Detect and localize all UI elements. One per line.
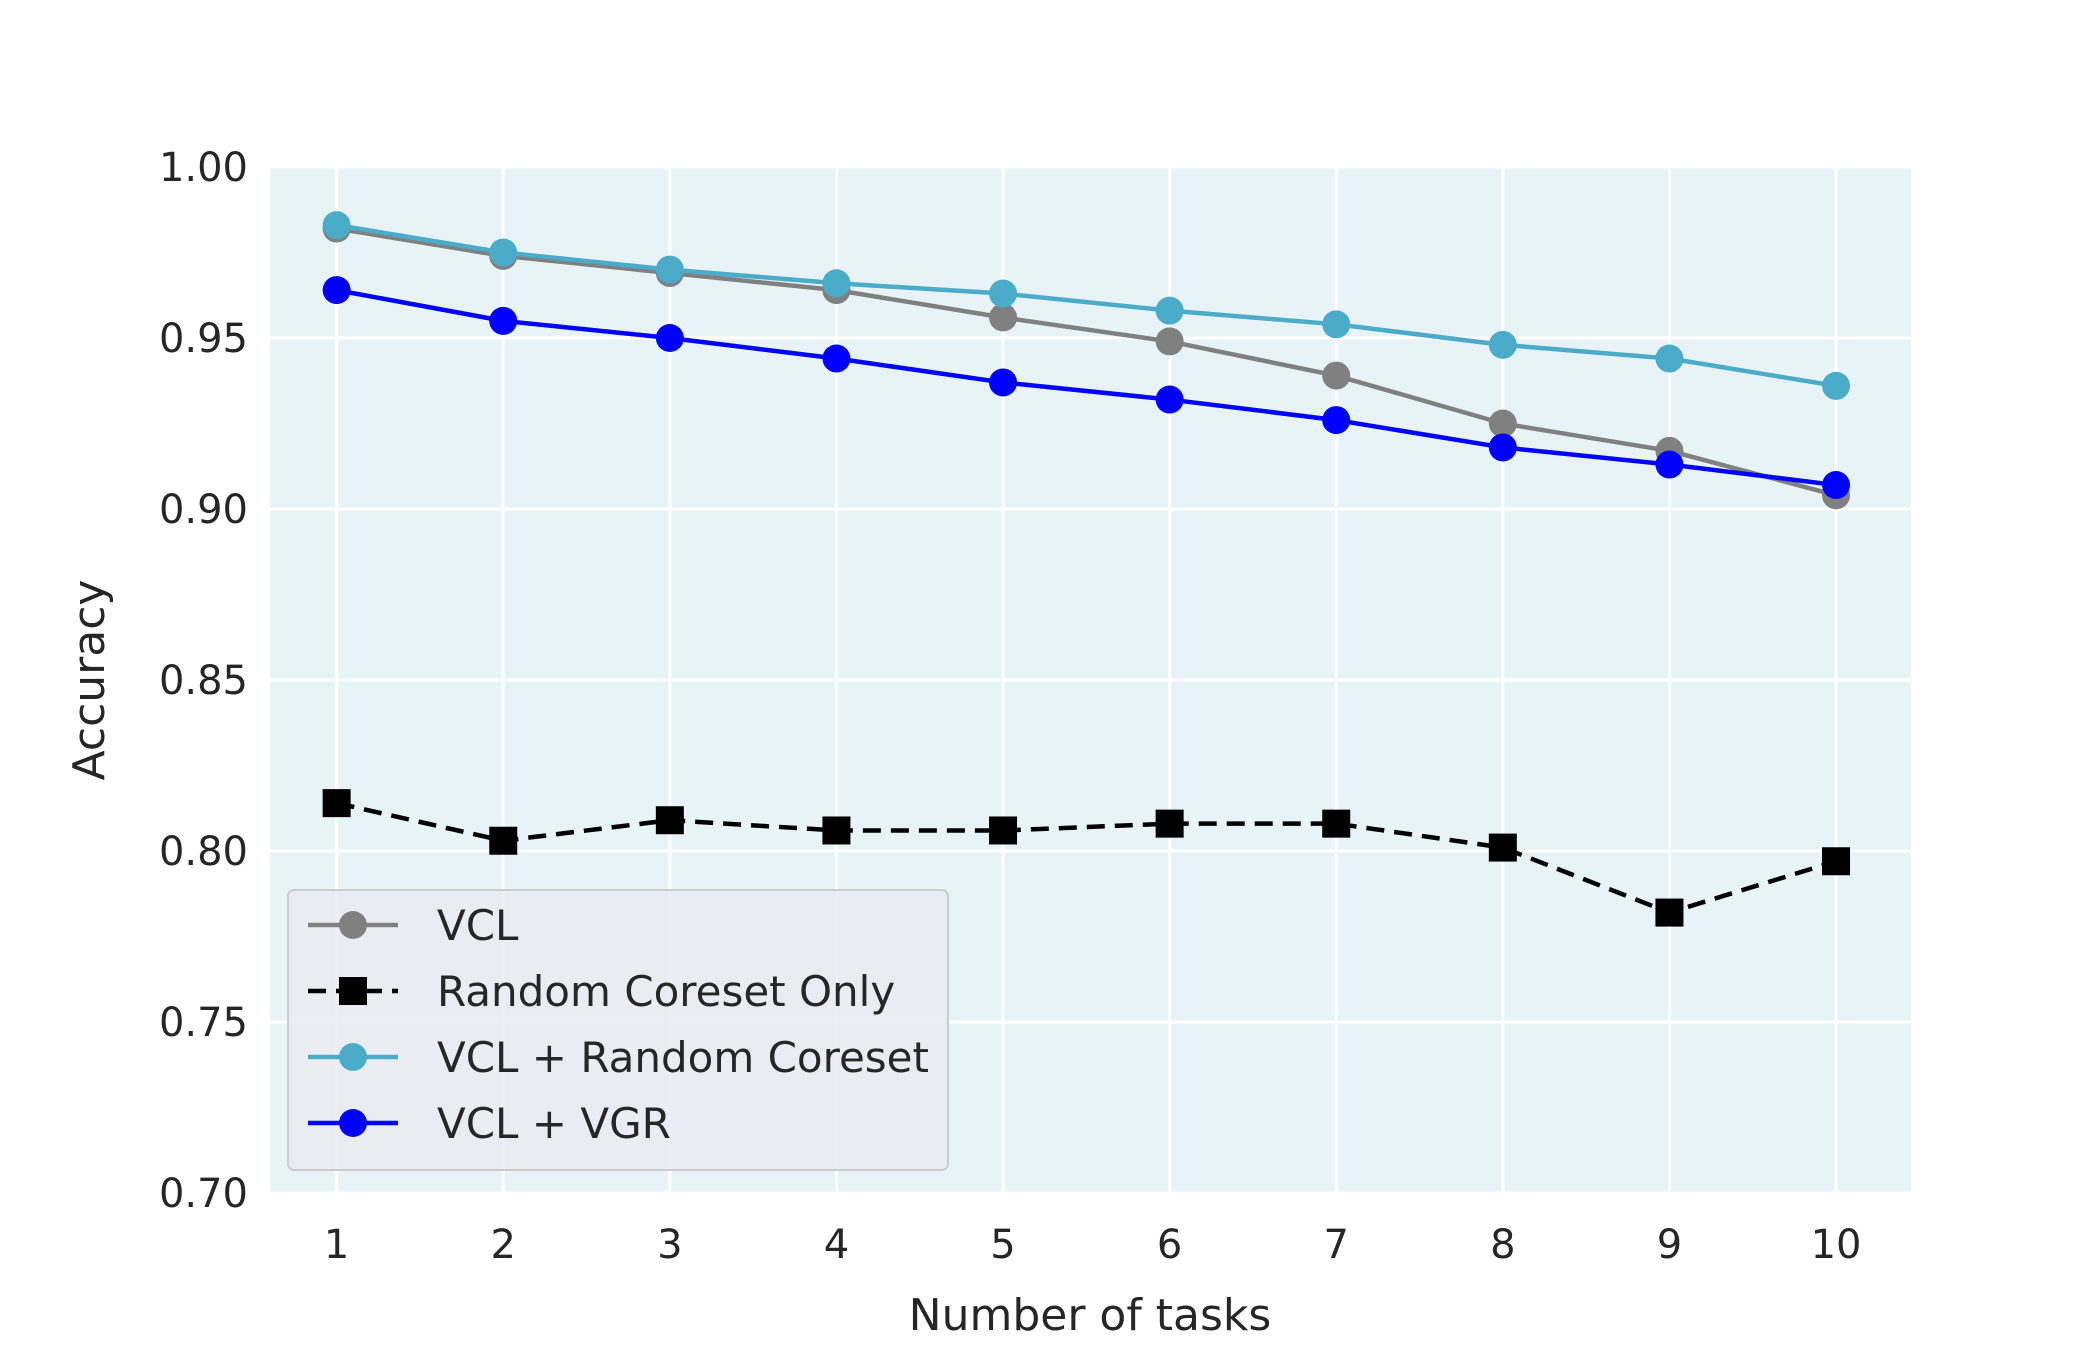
x-tick-label: 7 <box>1324 1222 1349 1268</box>
x-axis-label: Number of tasks <box>909 1290 1272 1341</box>
series-4 <box>322 276 1851 500</box>
data-point <box>1155 327 1184 356</box>
data-point <box>655 255 684 284</box>
y-tick-label: 0.80 <box>159 829 248 875</box>
legend-item: Random Coreset Only <box>308 967 895 1016</box>
legend-marker <box>339 977 367 1005</box>
data-point <box>1488 330 1517 359</box>
data-point <box>322 211 351 240</box>
y-tick-label: 1.00 <box>159 145 248 191</box>
data-point <box>1488 433 1517 462</box>
data-point <box>1322 361 1351 390</box>
data-point <box>1155 296 1184 325</box>
data-point <box>822 344 851 373</box>
data-point <box>489 238 518 267</box>
data-point <box>322 789 351 818</box>
legend-item: VCL + VGR <box>308 1099 671 1148</box>
legend-label: Random Coreset Only <box>437 967 895 1016</box>
data-point <box>1322 809 1351 838</box>
x-tick-label: 3 <box>657 1222 682 1268</box>
y-tick-label: 0.90 <box>159 487 248 533</box>
legend-item: VCL + Random Coreset <box>308 1033 929 1082</box>
y-tick-label: 0.75 <box>159 1000 248 1046</box>
data-point <box>1655 898 1684 927</box>
legend-label: VCL <box>437 901 519 950</box>
legend-marker <box>339 1043 367 1071</box>
data-point <box>655 324 684 352</box>
legend-marker <box>339 1109 367 1137</box>
x-tick-label: 4 <box>824 1222 849 1268</box>
data-point <box>1155 809 1184 838</box>
data-point <box>1822 847 1851 876</box>
y-axis-label: Accuracy <box>64 580 115 781</box>
y-tick-label: 0.95 <box>159 316 248 362</box>
legend-box <box>287 889 949 1171</box>
data-point <box>1322 406 1351 435</box>
series-line <box>336 222 1837 389</box>
x-tick-label: 1 <box>324 1222 349 1268</box>
series-3 <box>322 211 1851 400</box>
data-point <box>1822 371 1851 400</box>
legend-label: VCL + Random Coreset <box>437 1033 929 1082</box>
x-tick-label: 10 <box>1811 1222 1862 1268</box>
y-tick-label: 0.85 <box>159 658 248 704</box>
x-tick-labels: 1 2 3 4 5 6 7 8 9 10 <box>324 1222 1862 1268</box>
data-point <box>822 269 851 298</box>
data-point <box>989 303 1018 332</box>
data-point <box>1655 344 1684 373</box>
data-point <box>1322 310 1351 339</box>
x-tick-label: 8 <box>1490 1222 1515 1268</box>
series-line <box>336 800 1837 915</box>
data-point <box>989 368 1018 397</box>
y-tick-label: 0.70 <box>159 1171 248 1217</box>
data-point <box>322 276 351 305</box>
series-line <box>336 287 1837 488</box>
data-point <box>989 279 1018 308</box>
x-tick-label: 6 <box>1157 1222 1182 1268</box>
legend-label: VCL + VGR <box>437 1099 671 1148</box>
series-2 <box>322 789 1851 927</box>
data-point <box>489 826 518 855</box>
y-tick-labels: 0.70 0.75 0.80 0.85 0.90 0.95 1.00 <box>159 145 248 1217</box>
data-point <box>1822 471 1851 500</box>
data-point <box>1155 385 1184 414</box>
legend: VCL Random Coreset Only VCL + Random Cores… <box>287 889 949 1171</box>
x-tick-label: 2 <box>491 1222 516 1268</box>
x-tick-label: 9 <box>1657 1222 1682 1268</box>
data-point <box>489 306 518 335</box>
x-tick-label: 5 <box>990 1222 1015 1268</box>
data-point <box>1488 833 1517 862</box>
legend-marker <box>339 911 367 939</box>
data-point <box>1655 450 1684 479</box>
legend-item: VCL <box>308 901 519 950</box>
legend-items: VCL Random Coreset Only VCL + Random Cores… <box>308 901 929 1148</box>
data-point <box>1488 409 1517 438</box>
series-layer <box>322 211 1851 927</box>
data-point <box>989 816 1018 845</box>
series-line <box>336 226 1837 498</box>
data-point <box>655 806 684 835</box>
data-point <box>822 816 851 845</box>
